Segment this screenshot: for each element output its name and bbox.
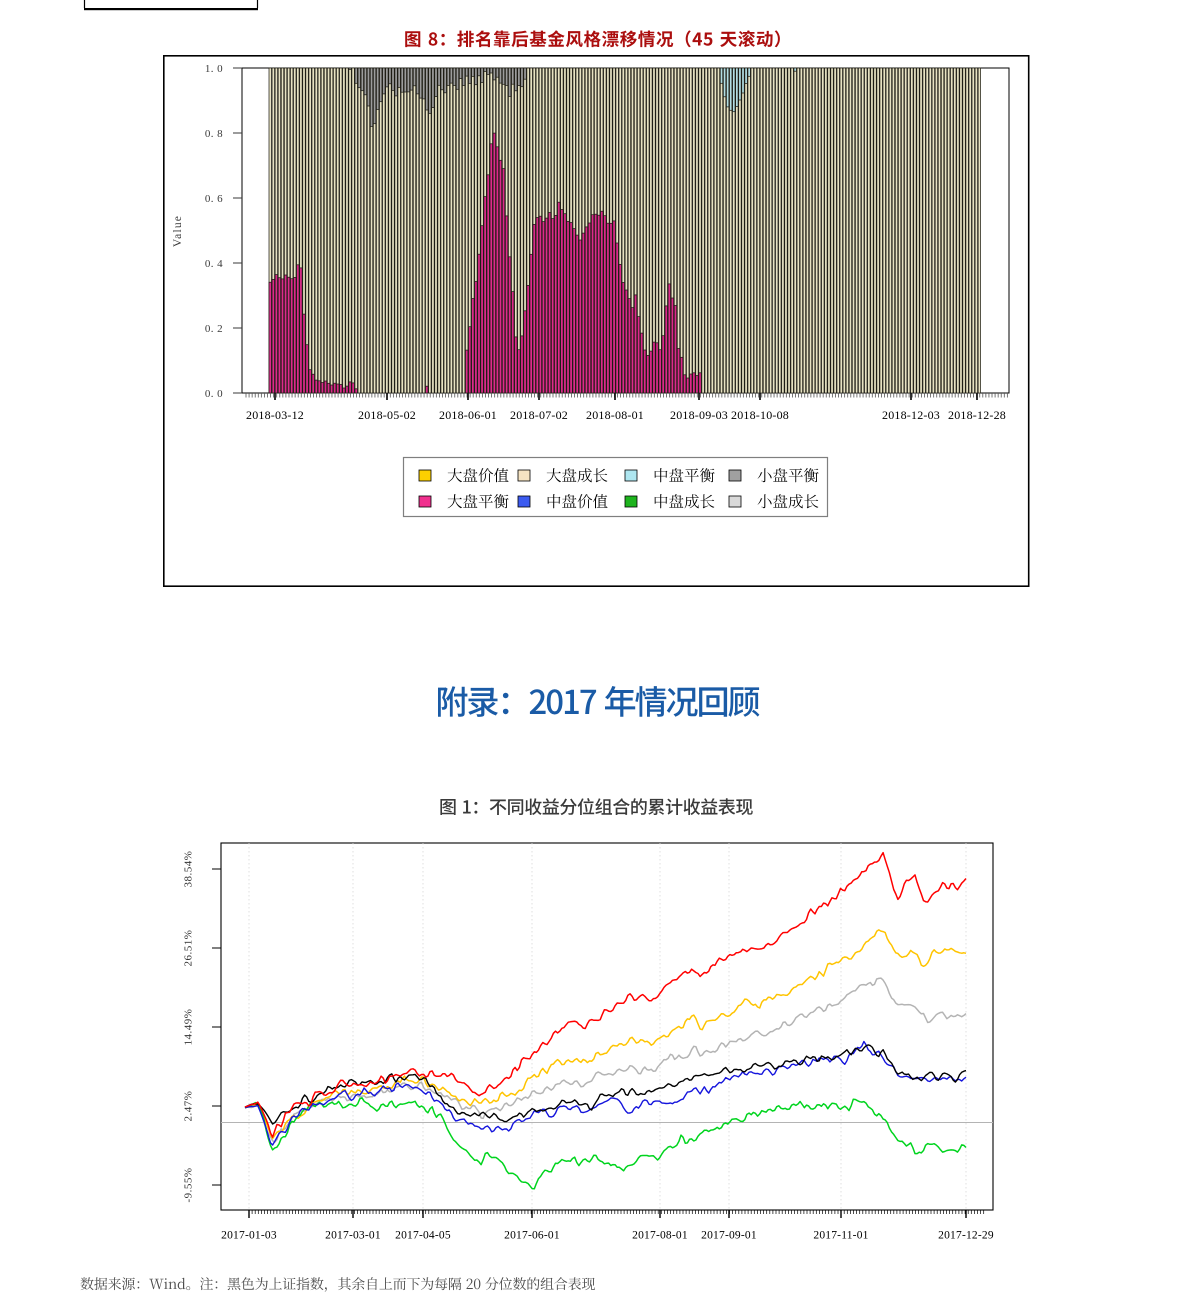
svg-text:Value: Value [172,215,184,247]
svg-text:2018-12-03: 2018-12-03 [882,408,940,422]
svg-text:2017-09-01: 2017-09-01 [701,1230,757,1242]
svg-text:0. 8: 0. 8 [205,128,223,140]
svg-text:2017-04-05: 2017-04-05 [395,1230,451,1242]
svg-text:2018-10-08: 2018-10-08 [731,408,789,422]
svg-text:2018-12-28: 2018-12-28 [948,408,1006,422]
svg-text:1. 0: 1. 0 [205,63,223,75]
svg-text:38.54%: 38.54% [183,851,195,888]
svg-text:2017-01-03: 2017-01-03 [221,1230,277,1242]
svg-text:-9.55%: -9.55% [183,1167,195,1202]
svg-text:2017-11-01: 2017-11-01 [813,1230,868,1242]
svg-text:0. 6: 0. 6 [205,193,223,205]
svg-text:0. 2: 0. 2 [205,323,223,335]
svg-text:14.49%: 14.49% [183,1009,195,1046]
svg-text:2.47%: 2.47% [183,1091,195,1122]
svg-text:2018-05-02: 2018-05-02 [358,408,416,422]
svg-text:0. 0: 0. 0 [205,388,223,400]
svg-text:2017-12-29: 2017-12-29 [938,1230,994,1242]
svg-text:2018-07-02: 2018-07-02 [510,408,568,422]
svg-text:0. 4: 0. 4 [205,258,223,270]
svg-text:2017-03-01: 2017-03-01 [325,1230,381,1242]
svg-text:2017-06-01: 2017-06-01 [504,1230,560,1242]
svg-text:2018-09-03: 2018-09-03 [670,408,728,422]
svg-text:26.51%: 26.51% [183,930,195,967]
svg-text:2017-08-01: 2017-08-01 [632,1230,688,1242]
svg-text:2018-06-01: 2018-06-01 [439,408,497,422]
svg-text:2018-03-12: 2018-03-12 [246,408,304,422]
svg-text:2018-08-01: 2018-08-01 [586,408,644,422]
